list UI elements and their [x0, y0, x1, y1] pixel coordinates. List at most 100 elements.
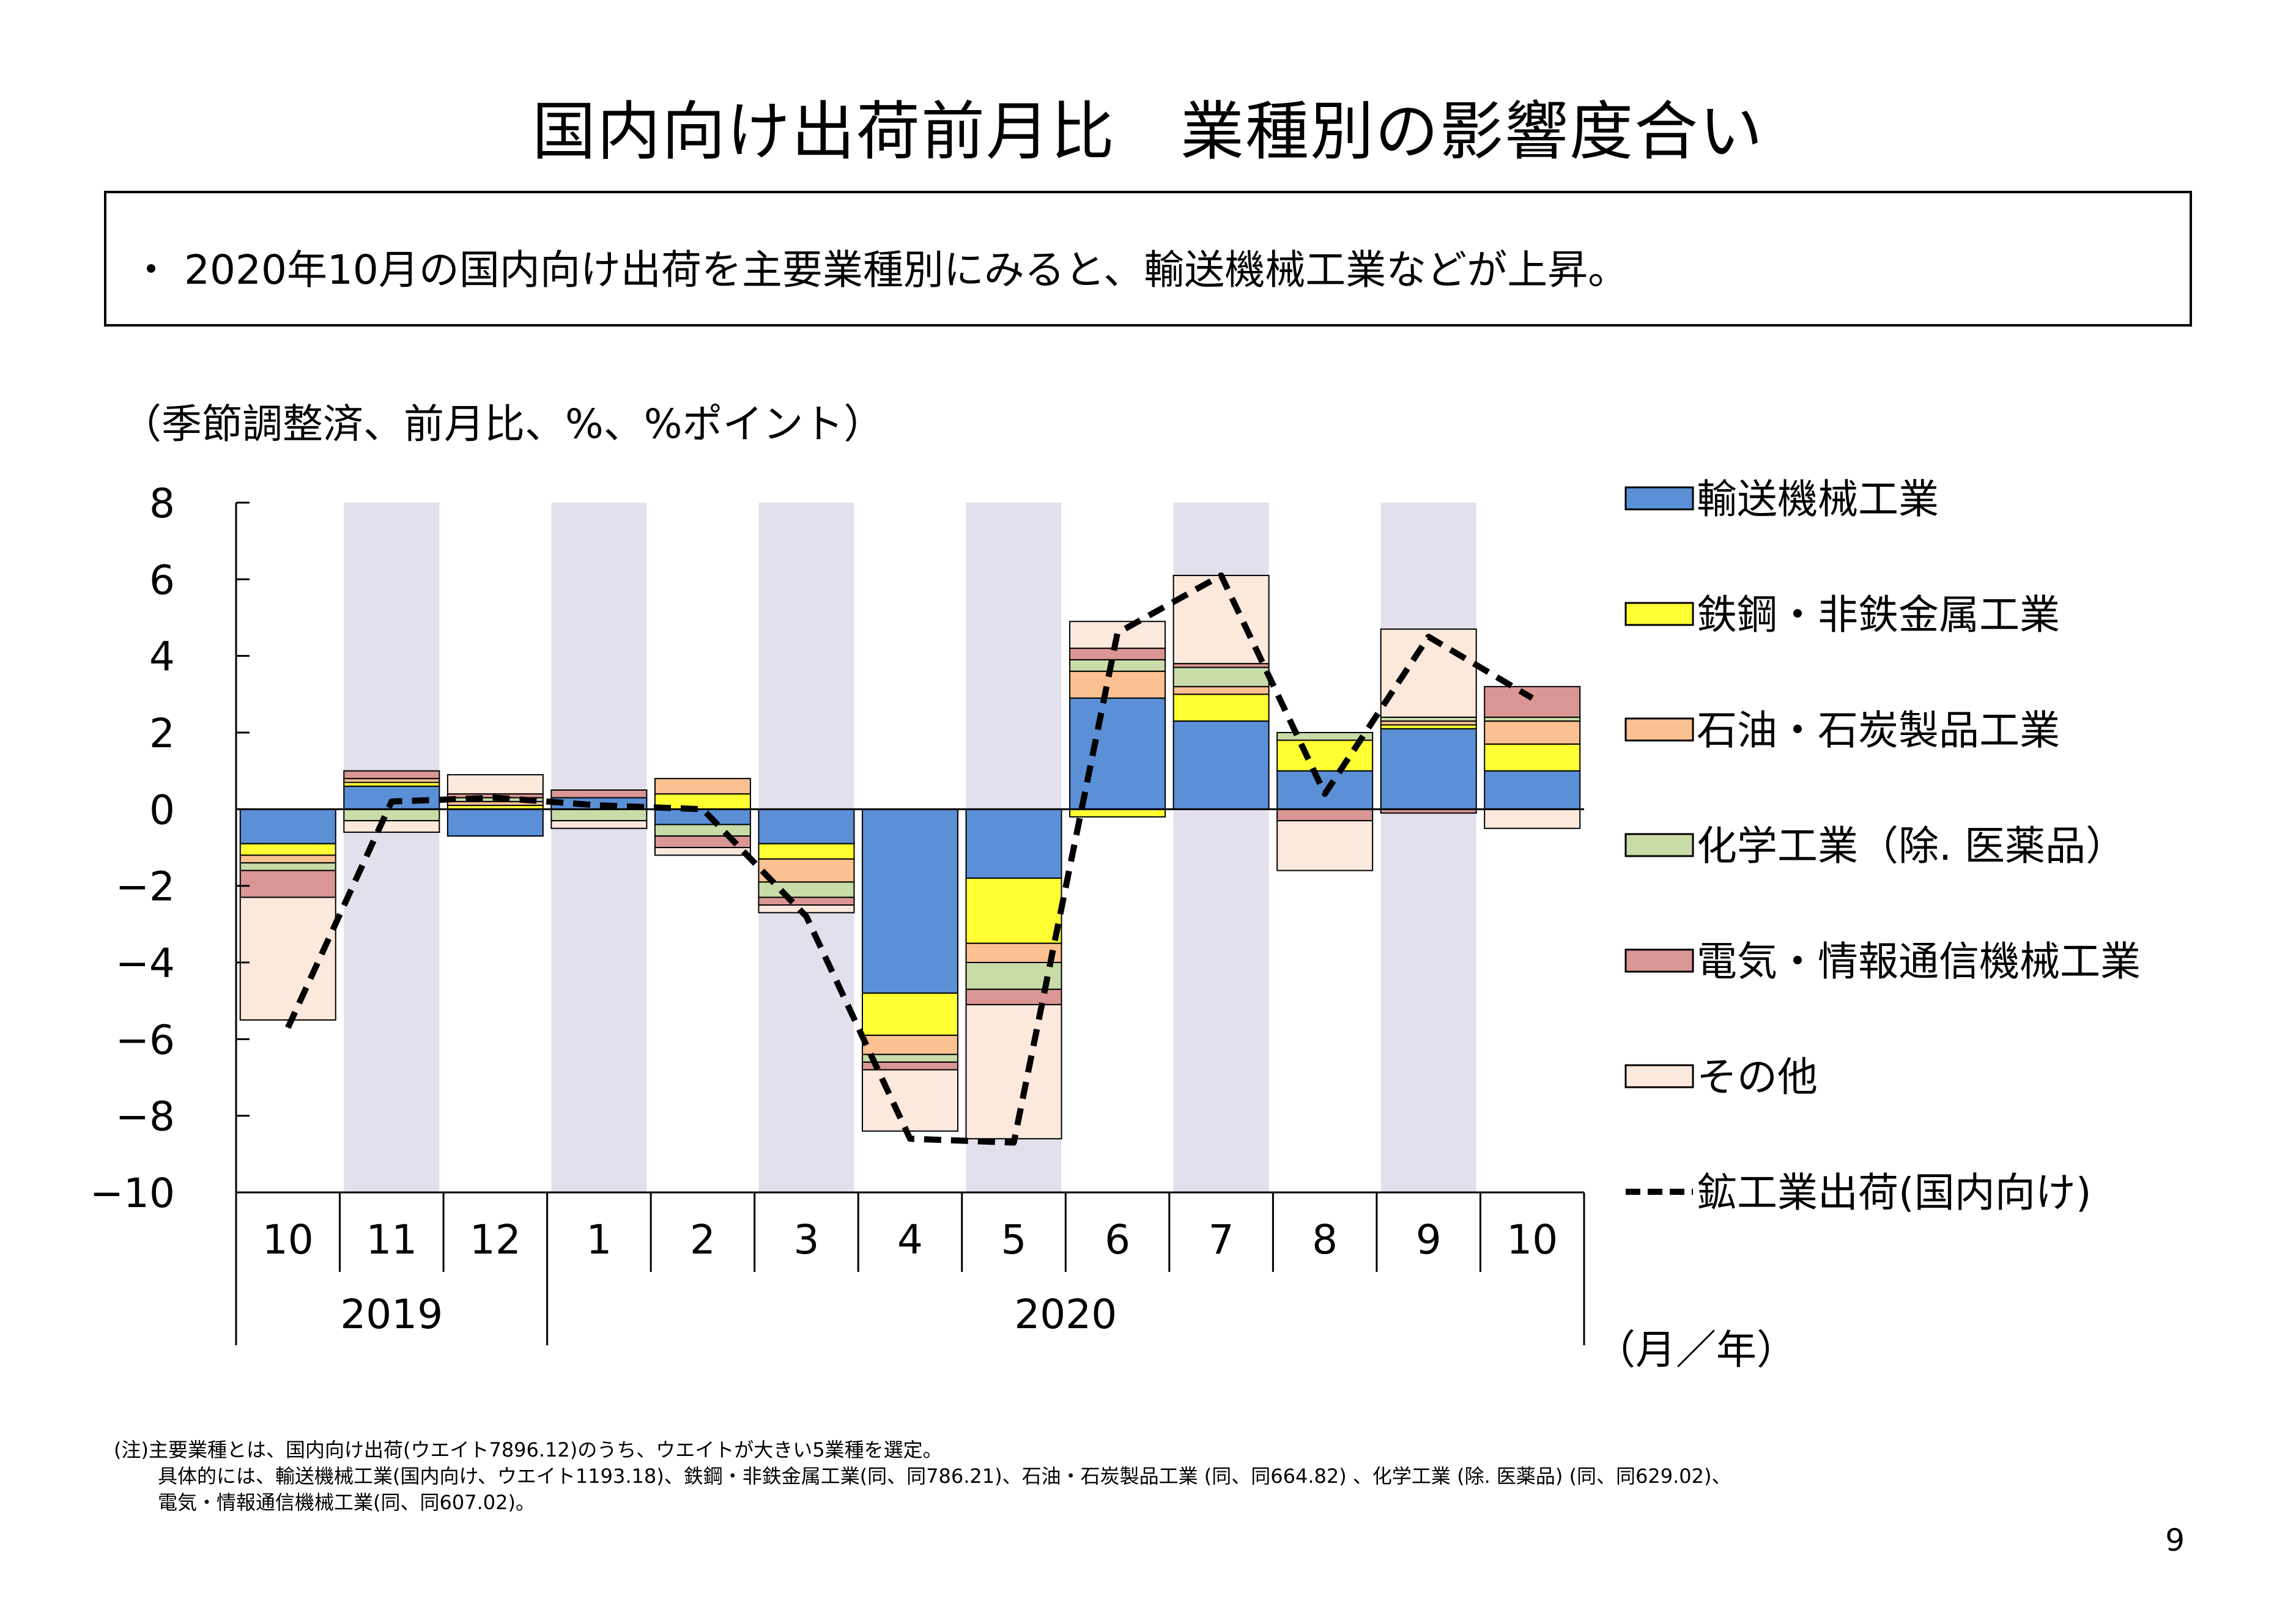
bar-segment [654, 824, 751, 837]
x-tick-label: 11 [366, 1216, 417, 1263]
footnote-line: 具体的には、輸送機械工業(国内向け、ウエイト1193.18)、鉄鋼・非鉄金属工業… [158, 1465, 1731, 1488]
bar-segment [239, 843, 336, 856]
bar-segment [239, 854, 336, 864]
legend-label: 鉄鋼・非鉄金属工業 [1697, 591, 2060, 638]
bar-segment [1069, 670, 1166, 699]
shade-band [1380, 503, 1476, 1192]
shade-band [551, 503, 647, 1192]
bar-segment [1069, 808, 1166, 818]
bar-segment [550, 820, 648, 829]
y-tick-label: 2 [149, 710, 175, 757]
x-tick-label: 2 [690, 1216, 716, 1263]
shade-band [344, 503, 440, 1192]
bar-segment [239, 870, 336, 898]
bar-segment [758, 881, 855, 898]
bar-segment [965, 877, 1062, 944]
legend-swatch [1624, 602, 1694, 626]
x-tick-label: 3 [793, 1216, 819, 1263]
y-tick-label: −4 [116, 940, 175, 987]
bar-segment [1172, 720, 1270, 810]
bar-segment [1484, 770, 1581, 810]
bar-segment [862, 1035, 958, 1055]
legend-swatch [1624, 717, 1694, 742]
page-number: 9 [2165, 1523, 2185, 1558]
footnotes: (注)主要業種とは、国内向け出荷(ウエイト7896.12)のうち、ウエイトが大き… [114, 1437, 1731, 1516]
bar-segment [965, 1003, 1062, 1140]
x-tick-label: 12 [470, 1216, 521, 1263]
x-tick-label: 5 [1001, 1216, 1027, 1263]
bar-segment [1172, 685, 1270, 695]
legend-swatch [1624, 1064, 1694, 1088]
bar-segment [1276, 808, 1374, 822]
bar-segment [1069, 648, 1166, 660]
footnote-line: (注)主要業種とは、国内向け出荷(ウエイト7896.12)のうち、ウエイトが大き… [114, 1438, 942, 1461]
bar-segment [1484, 685, 1581, 718]
bar-segment [239, 808, 336, 844]
y-tick-label: −8 [116, 1093, 175, 1140]
y-tick-label: −6 [116, 1016, 175, 1063]
footnote-line: 電気・情報通信機械工業(同、同607.02)。 [158, 1491, 535, 1514]
bar-segment [758, 843, 855, 860]
legend-label: 化学工業（除. 医薬品） [1697, 822, 2126, 870]
legend-label: 電気・情報通信機械工業 [1697, 938, 2141, 985]
page-title: 国内向け出荷前月比 業種別の影響度合い [531, 94, 1764, 169]
bar-segment [1069, 659, 1166, 672]
bar-segment [862, 992, 958, 1036]
bar-segment [758, 904, 855, 914]
unit-label: （季節調整済、前月比、%、%ポイント） [121, 401, 884, 448]
x-tick-label: 4 [897, 1216, 923, 1263]
bar-segment [1484, 743, 1581, 772]
axis-unit-label: （月／年） [1595, 1326, 1797, 1373]
bar-segment [654, 808, 751, 826]
bar-segment [239, 862, 336, 871]
bar-segment [758, 858, 855, 883]
summary-text: ・ 2020年10月の国内向け出荷を主要業種別にみると、輸送機械工業などが上昇。 [131, 246, 1629, 294]
x-tick-label: 1 [586, 1216, 612, 1263]
bar-segment [862, 808, 958, 994]
x-tick-label: 10 [262, 1216, 314, 1263]
bar-segment [1484, 720, 1581, 745]
legend-label: 鉱工業出荷(国内向け) [1697, 1169, 2092, 1216]
bar-segment [758, 896, 855, 906]
legend-label: 石油・石炭製品工業 [1697, 707, 2060, 754]
bar-segment [446, 808, 544, 837]
bar-segment [1380, 628, 1477, 718]
x-tick-label: 9 [1416, 1216, 1442, 1263]
bar-segment [343, 808, 440, 822]
bar-segment [343, 820, 440, 833]
bar-segment [1069, 697, 1166, 810]
bar-segment [758, 808, 855, 844]
bar-segment [1276, 732, 1374, 741]
legend-swatch [1624, 948, 1694, 973]
bar-segment [1380, 728, 1477, 810]
y-tick-label: −10 [90, 1170, 175, 1217]
y-tick-label: 6 [149, 556, 175, 604]
bar-segment [1276, 820, 1374, 871]
bar-segment [1484, 808, 1581, 829]
bar-segment [1172, 693, 1270, 722]
bar-segment [343, 770, 440, 780]
x-tick-label: 8 [1312, 1216, 1338, 1263]
y-tick-label: −2 [116, 863, 175, 911]
bar-segment [965, 942, 1062, 963]
bar-segment [654, 847, 751, 856]
bar-segment [446, 774, 544, 795]
bar-segment [550, 808, 648, 822]
bar-segment [550, 789, 648, 799]
year-label: 2019 [340, 1291, 443, 1338]
bar-segment [239, 896, 336, 1021]
line-series [285, 572, 1534, 1146]
bar-segment [654, 778, 751, 795]
x-tick-label: 10 [1506, 1216, 1558, 1263]
summary-box: ・ 2020年10月の国内向け出荷を主要業種別にみると、輸送機械工業などが上昇。 [104, 191, 2192, 327]
legend-label: その他 [1697, 1054, 1818, 1101]
legend-label: 輸送機械工業 [1697, 476, 1939, 523]
y-tick-label: 4 [149, 634, 175, 681]
x-tick-label: 7 [1209, 1216, 1234, 1263]
bar-segment [862, 1069, 958, 1132]
x-tick-label: 6 [1105, 1216, 1130, 1263]
bar-segment [965, 808, 1062, 879]
bar-segment [1172, 667, 1270, 687]
y-tick-label: 0 [149, 786, 175, 833]
